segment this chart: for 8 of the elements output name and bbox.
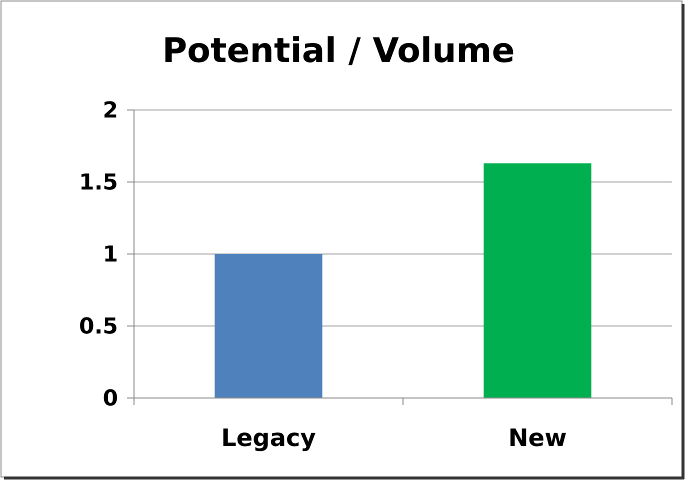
y-tick-label: 1 bbox=[102, 242, 118, 268]
x-tick-label: New bbox=[508, 424, 567, 452]
y-tick-label: 0.5 bbox=[79, 314, 118, 340]
chart-title: Potential / Volume bbox=[162, 31, 515, 71]
y-tick-label: 1.5 bbox=[79, 170, 118, 196]
y-tick-label: 2 bbox=[102, 98, 118, 124]
y-tick-label: 0 bbox=[102, 386, 118, 412]
x-tick-label: Legacy bbox=[221, 424, 316, 452]
